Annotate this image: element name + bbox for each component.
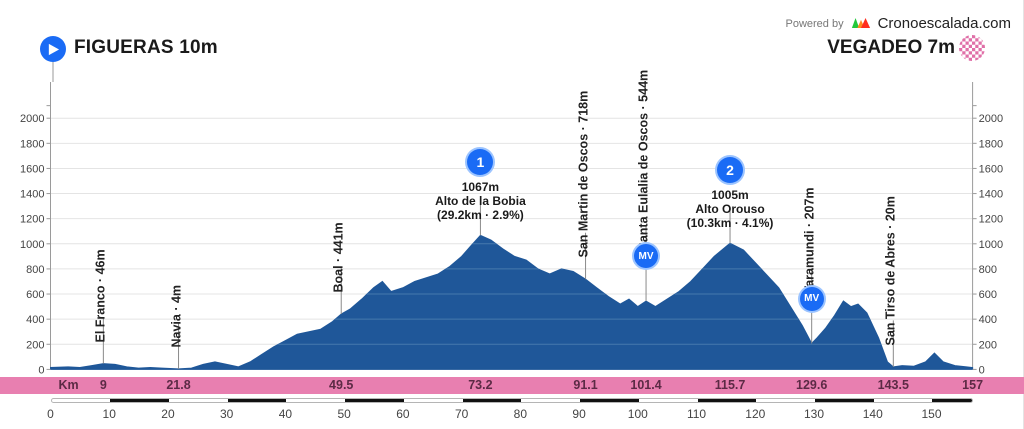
svg-text:400: 400 — [979, 314, 997, 326]
svg-text:0: 0 — [38, 364, 44, 376]
svg-text:1200: 1200 — [20, 214, 44, 226]
svg-text:600: 600 — [26, 289, 44, 301]
svg-text:800: 800 — [979, 264, 997, 276]
svg-text:1600: 1600 — [20, 163, 44, 175]
svg-text:600: 600 — [979, 289, 997, 301]
svg-text:2000: 2000 — [979, 113, 1003, 125]
svg-text:2000: 2000 — [20, 113, 44, 125]
svg-text:1400: 1400 — [20, 189, 44, 201]
svg-text:1800: 1800 — [979, 138, 1003, 150]
svg-text:800: 800 — [26, 264, 44, 276]
svg-text:1000: 1000 — [979, 239, 1003, 251]
svg-text:1000: 1000 — [20, 239, 44, 251]
svg-text:1600: 1600 — [979, 163, 1003, 175]
svg-text:1800: 1800 — [20, 138, 44, 150]
svg-text:0: 0 — [979, 364, 985, 376]
svg-text:400: 400 — [26, 314, 44, 326]
svg-text:1400: 1400 — [979, 189, 1003, 201]
svg-text:200: 200 — [979, 339, 997, 351]
svg-text:1200: 1200 — [979, 214, 1003, 226]
svg-text:200: 200 — [26, 339, 44, 351]
